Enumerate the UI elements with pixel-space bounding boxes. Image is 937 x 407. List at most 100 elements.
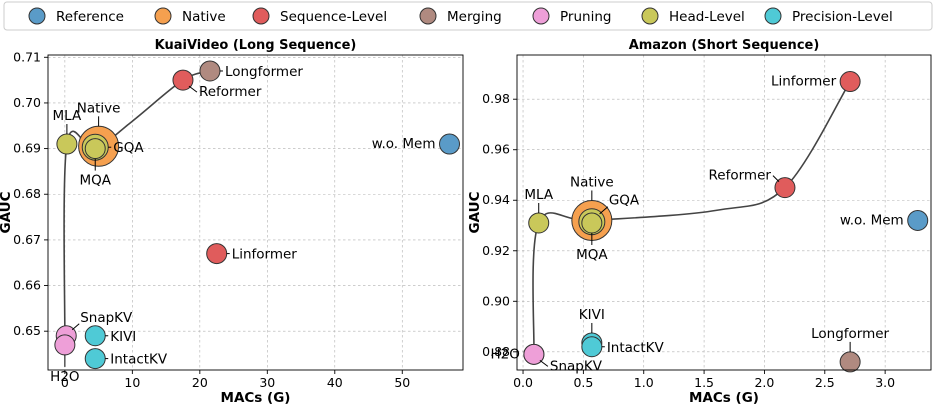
legend-label-sequence-level: Sequence-Level — [280, 9, 387, 25]
plot-frame — [516, 54, 932, 371]
point-reformer — [774, 177, 796, 199]
point-linformer — [206, 243, 228, 265]
plot-frame — [47, 54, 464, 371]
label-reformer: Reformer — [709, 168, 772, 184]
label-longformer: Longformer — [811, 326, 889, 342]
grid — [517, 55, 931, 370]
legend-label-merging: Merging — [447, 9, 502, 25]
y-tick-label: 0.70 — [13, 95, 41, 110]
y-tick-label: 0.94 — [482, 192, 510, 207]
label-kivi: KIVI — [579, 307, 605, 323]
chart-title: KuaiVideo (Long Sequence) — [155, 38, 357, 53]
point-h2o — [54, 334, 76, 356]
y-tick-label: 0.96 — [482, 142, 510, 157]
y-tick-label: 0.66 — [13, 278, 41, 293]
legend-item-precision-level: Precision-Level — [764, 7, 893, 25]
y-tick-label: 0.88 — [482, 344, 510, 359]
point-labels: w.o. Mem Linformer Reformer Native GQA MQA MLA… — [491, 74, 904, 375]
grid — [48, 55, 463, 370]
x-tick-label: 2.5 — [815, 375, 835, 390]
legend-item-reference: Reference — [28, 7, 124, 25]
label-longformer: Longformer — [225, 64, 303, 80]
y-axis-label: GAUC — [467, 191, 483, 233]
y-tick-label: 0.65 — [13, 323, 41, 338]
kuaivideo-chart: 0 10 20 30 40 50 0.65 0.66 0.67 0.68 0.69 0.70 0.71 w… — [0, 38, 464, 406]
point-mla — [56, 133, 78, 155]
legend-item-sequence-level: Sequence-Level — [252, 7, 387, 25]
y-tick-label: 0.98 — [482, 91, 510, 106]
x-axis-label: MACs (G) — [689, 390, 759, 406]
label-mqa: MQA — [79, 173, 111, 189]
x-tick-label: 0.5 — [573, 375, 593, 390]
label-mla: MLA — [53, 108, 82, 124]
point-reformer — [172, 69, 194, 91]
x-tick-label: 10 — [124, 375, 140, 390]
legend-frame — [3, 1, 933, 31]
label-intactkv: IntactKV — [607, 340, 665, 356]
point-longformer — [199, 60, 221, 82]
point-longformer — [839, 351, 861, 373]
legend-label-native: Native — [182, 9, 226, 25]
legend-label-pruning: Pruning — [560, 9, 611, 25]
legend-marker-precision-level — [764, 7, 782, 25]
y-tick-label: 0.67 — [13, 232, 41, 247]
legend-marker-native — [154, 7, 172, 25]
point-intactkv — [84, 348, 106, 370]
legend-item-pruning: Pruning — [532, 7, 611, 25]
y-tick-label: 0.90 — [482, 293, 510, 308]
x-tick-label: 1.0 — [634, 375, 654, 390]
markers — [523, 71, 929, 373]
legend-label-reference: Reference — [56, 9, 124, 25]
label-w-o-mem: w.o. Mem — [840, 212, 904, 228]
chart-title: Amazon (Short Sequence) — [629, 38, 820, 53]
label-h2o: H2O — [491, 346, 520, 362]
legend-item-head-level: Head-Level — [641, 7, 745, 25]
markers — [54, 60, 461, 370]
legend-label-head-level: Head-Level — [669, 9, 745, 25]
x-tick-label: 1.5 — [694, 375, 714, 390]
legend-marker-merging — [419, 7, 437, 25]
trend-line — [532, 81, 851, 355]
label-mla: MLA — [524, 187, 553, 203]
x-tick-label: 0.0 — [513, 375, 533, 390]
point-kivi — [84, 325, 106, 347]
leader-reformer — [772, 175, 780, 182]
x-tick-label: 0 — [61, 375, 69, 390]
point-mqa — [581, 212, 603, 234]
legend-item-native: Native — [154, 7, 226, 25]
label-linformer: Linformer — [771, 74, 837, 90]
point-intactkv — [581, 336, 603, 358]
point-linformer — [839, 71, 861, 93]
legend-marker-reference — [28, 7, 46, 25]
y-axis-label: GAUC — [0, 191, 14, 233]
label-kivi: KIVI — [110, 329, 136, 345]
point-mqa — [84, 138, 106, 160]
leader-snapkv — [71, 323, 80, 331]
x-tick-label: 40 — [327, 375, 343, 390]
legend: Reference Native Sequence-Level Merging Prun… — [3, 1, 933, 31]
label-gqa: GQA — [113, 140, 144, 156]
x-tick-label: 20 — [192, 375, 208, 390]
label-intactkv: IntactKV — [110, 352, 168, 368]
x-tick-label: 2.0 — [754, 375, 774, 390]
label-h2o: H2O — [50, 369, 79, 385]
point-w-o-mem — [439, 133, 461, 155]
y-tick-label: 0.68 — [13, 186, 41, 201]
leader-reformer — [188, 85, 198, 93]
label-reformer: Reformer — [199, 84, 262, 100]
label-snapkv: SnapKV — [550, 358, 603, 374]
x-tick-label: 30 — [259, 375, 275, 390]
label-w-o-mem: w.o. Mem — [372, 136, 436, 152]
point-snapkv — [523, 343, 545, 365]
leader-snapkv — [539, 359, 549, 367]
label-linformer: Linformer — [232, 247, 298, 263]
label-native: Native — [77, 100, 121, 116]
point-mla — [528, 212, 550, 234]
legend-label-precision-level: Precision-Level — [792, 9, 893, 25]
y-tick-label: 0.71 — [13, 49, 41, 64]
amazon-chart: 0.0 0.5 1.0 1.5 2.0 2.5 3.0 0.88 0.90 0.92 0.94 0.9… — [467, 38, 932, 406]
x-tick-label: 50 — [394, 375, 410, 390]
y-tick-label: 0.69 — [13, 141, 41, 156]
